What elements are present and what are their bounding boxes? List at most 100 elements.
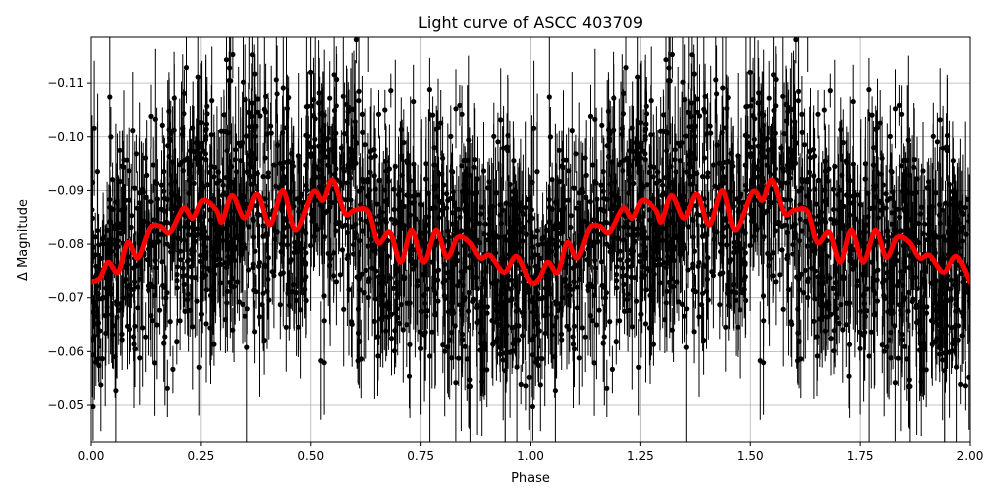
data-point [585,246,591,252]
data-point [212,257,218,263]
data-point [530,244,536,250]
data-point [388,216,394,222]
data-point [493,190,500,196]
data-point [251,234,257,240]
data-point [742,274,748,280]
data-point [939,290,946,297]
model-curve-group [91,177,970,287]
data-point [729,289,735,295]
data-point [274,142,281,148]
data-point [727,189,733,195]
data-point [462,260,468,266]
data-point [884,228,890,234]
data-point [469,229,475,235]
data-point [862,329,868,335]
data-point [959,333,965,339]
data-point [429,259,435,265]
data-point [103,330,109,336]
data-point [675,140,681,146]
data-point [321,122,327,128]
data-point [321,318,327,324]
data-point [442,261,448,268]
data-point [911,222,917,228]
data-point [168,181,174,187]
data-point [649,297,655,304]
data-point [764,208,770,214]
data-point [552,354,558,360]
data-point [377,280,384,286]
data-point [564,157,570,163]
data-point [736,199,742,205]
data-point [636,153,642,159]
data-point [330,137,336,144]
data-point [423,176,429,182]
data-point [124,323,131,329]
data-point [900,282,906,288]
data-point [164,290,170,296]
data-point [232,157,238,163]
data-point [216,261,223,267]
data-point [406,223,412,229]
data-point [203,249,209,255]
data-point [812,268,818,274]
data-point [874,277,880,283]
data-point [625,291,631,297]
data-point [919,280,925,286]
data-point [958,381,964,387]
data-point [283,324,289,330]
data-point [686,161,692,167]
data-point [479,367,485,373]
data-point [557,178,563,185]
data-point [226,78,232,84]
data-point [862,176,868,182]
data-point [656,178,662,184]
data-point [780,93,786,99]
data-point [365,294,371,301]
data-point [261,337,267,344]
data-point [758,158,764,164]
data-point [331,72,337,78]
data-point [705,255,711,261]
data-point [199,187,205,193]
data-point [720,270,726,276]
data-point [887,133,893,139]
data-point [227,208,233,214]
data-point [458,228,465,234]
data-point [312,136,318,142]
data-point [184,272,190,279]
data-point [148,313,154,319]
data-point [387,275,393,281]
data-point [510,348,516,354]
data-point [355,330,362,336]
data-point [946,230,952,237]
data-point [850,161,857,167]
data-point [303,230,309,236]
data-point [718,249,724,255]
data-point [212,271,218,277]
data-point [667,246,673,252]
data-point [592,265,599,271]
data-point [621,237,627,243]
data-point [913,274,919,281]
data-point [484,367,490,373]
data-point [847,256,853,262]
data-point [150,162,156,168]
data-point [168,249,174,255]
data-point [607,244,613,250]
data-point [345,229,351,236]
data-point [938,256,944,262]
data-point [535,320,541,326]
data-point [879,155,885,161]
data-point [285,290,291,296]
data-point [171,235,177,241]
data-point [244,344,250,350]
data-point [737,307,743,313]
data-point [743,187,750,193]
data-point [391,186,397,192]
data-point [542,285,549,291]
data-point [202,151,208,157]
data-point [634,226,640,232]
data-point [209,297,215,304]
data-point [126,168,132,174]
data-point [681,201,688,208]
